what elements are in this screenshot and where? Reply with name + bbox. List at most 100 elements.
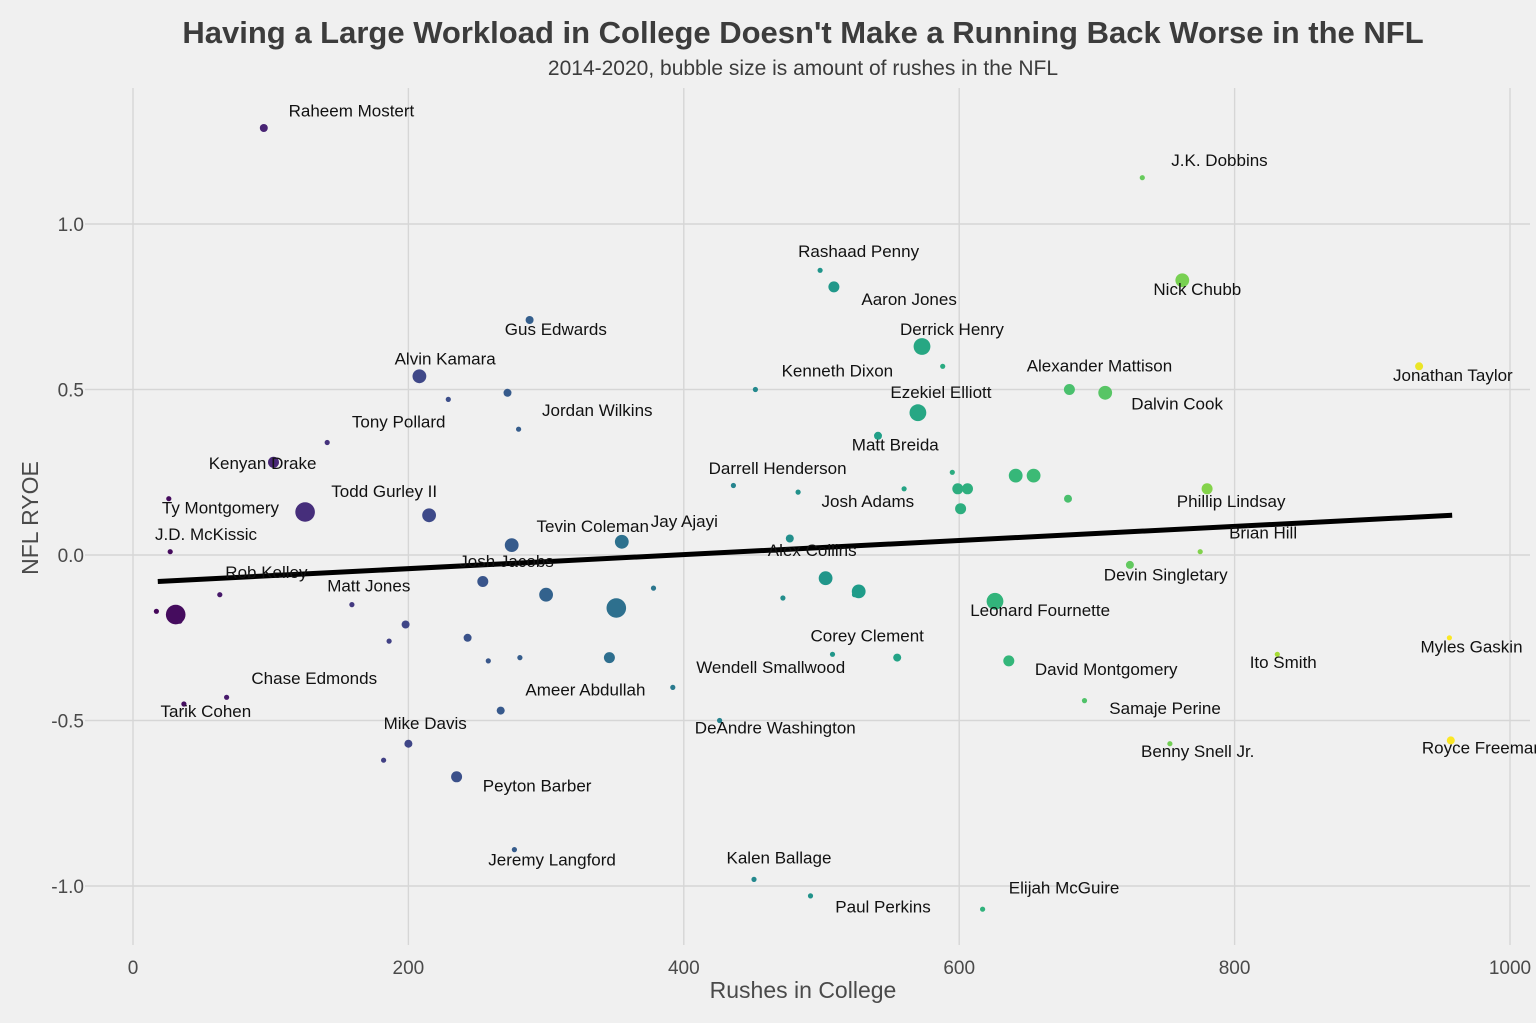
point-label: Chase Edmonds (251, 669, 377, 688)
data-point (962, 483, 973, 495)
point-label: J.D. McKissic (155, 525, 258, 544)
point-label: Devin Singletary (1104, 566, 1228, 585)
y-axis-title: NFL RYOE (17, 461, 43, 575)
axis-layer: 0 200 400 600 800 1000 -1.0 -0.5 0.0 0.5 1.0 (51, 215, 1531, 979)
data-point (829, 651, 836, 657)
point-label: David Montgomery (1035, 660, 1178, 679)
data-point (404, 739, 413, 748)
point-label: Elijah McGuire (1009, 879, 1120, 898)
data-point (614, 534, 629, 549)
point-label: Darrell Henderson (709, 459, 847, 478)
data-point (422, 508, 436, 523)
data-point (1175, 273, 1190, 288)
data-point (851, 592, 858, 598)
data-point (451, 771, 463, 783)
point-label: Samaje Perine (1109, 699, 1221, 718)
data-point (217, 592, 223, 598)
data-point (1446, 736, 1455, 745)
x-tick-label: 800 (1219, 958, 1251, 979)
point-label: Alexander Mattison (1027, 356, 1173, 375)
data-point (893, 653, 902, 662)
point-label: Josh Adams (822, 492, 915, 511)
data-point (381, 757, 387, 763)
data-point (1081, 698, 1088, 704)
point-label: Jeremy Langford (488, 851, 616, 870)
data-point (818, 571, 833, 586)
point-label: Mike Davis (384, 714, 467, 733)
y-tick-label: -0.5 (51, 712, 84, 733)
data-point (1201, 483, 1213, 495)
point-label: Kenyan Drake (209, 454, 317, 473)
data-point (224, 694, 230, 700)
data-point (780, 595, 786, 601)
point-label: Jonathan Taylor (1393, 366, 1513, 385)
data-point (670, 684, 676, 691)
data-point (901, 486, 907, 492)
data-point (485, 658, 491, 664)
data-point (1139, 175, 1145, 181)
data-point (980, 906, 986, 912)
data-point (828, 281, 840, 293)
point-label: Dalvin Cook (1131, 394, 1223, 413)
point-label: Ito Smith (1250, 653, 1317, 672)
point-label: Aaron Jones (861, 290, 956, 309)
point-label: Kalen Ballage (727, 849, 832, 868)
data-point (539, 587, 553, 602)
data-point (401, 620, 410, 629)
data-point (986, 592, 1004, 610)
data-point (1008, 468, 1023, 483)
data-point (949, 469, 955, 475)
data-point (181, 701, 187, 707)
data-point (650, 585, 657, 591)
point-label: J.K. Dobbins (1171, 151, 1267, 170)
data-point (165, 604, 186, 625)
x-tick-label: 400 (668, 958, 700, 979)
data-point (751, 876, 757, 883)
data-point (1415, 362, 1424, 371)
data-point (952, 483, 964, 495)
data-point (445, 396, 451, 402)
point-label: Josh Jacobs (459, 552, 554, 571)
point-label: Benny Snell Jr. (1141, 742, 1254, 761)
point-label: Paul Perkins (835, 898, 930, 917)
y-tick-label: 1.0 (58, 215, 84, 236)
x-tick-label: 0 (128, 958, 139, 979)
data-point (1064, 494, 1072, 503)
chart-subtitle: 2014-2020, bubble size is amount of rush… (548, 57, 1058, 80)
y-tick-label: 0.0 (58, 546, 84, 567)
x-axis-title: Rushes in College (710, 977, 897, 1003)
point-label: Rob Kelley (225, 563, 308, 582)
point-label: Raheem Mostert (289, 101, 415, 120)
point-label: Ty Montgomery (162, 499, 280, 518)
point-label: Nick Chubb (1153, 280, 1241, 299)
data-point (913, 338, 931, 355)
data-point (477, 576, 489, 587)
data-point (259, 124, 268, 132)
data-point (511, 847, 517, 853)
data-point (268, 456, 279, 468)
x-tick-label: 1000 (1489, 958, 1531, 979)
point-label: Ameer Abdullah (525, 681, 645, 700)
point-label: Jordan Wilkins (542, 401, 653, 420)
data-point (807, 893, 814, 899)
point-label: Tarik Cohen (161, 702, 252, 721)
data-point (1197, 549, 1203, 555)
data-point (1274, 651, 1280, 657)
trend-layer (157, 512, 1453, 584)
point-label: Royce Freeman (1422, 739, 1536, 758)
point-label: Kenneth Dixon (782, 361, 894, 380)
data-point (386, 638, 392, 644)
label-layer: Raheem Mostert J.K. Dobbins Rashaad Penny A… (155, 101, 1536, 916)
point-label: Rashaad Penny (798, 242, 919, 261)
data-point (1098, 385, 1113, 400)
grid-layer (85, 88, 1530, 945)
point-label: Phillip Lindsay (1177, 492, 1286, 511)
data-point (324, 439, 330, 446)
trend-line (157, 512, 1453, 584)
data-point (525, 316, 534, 324)
data-point (166, 496, 172, 502)
point-label: Alex Collins (768, 541, 857, 560)
data-point (730, 482, 737, 489)
